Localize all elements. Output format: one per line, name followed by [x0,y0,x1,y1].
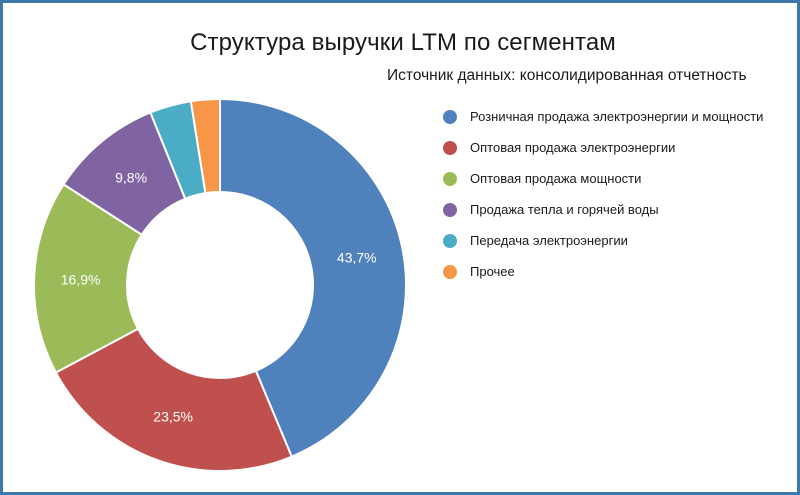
legend-label: Оптовая продажа электроэнергии [470,140,676,155]
legend-item: Продажа тепла и горячей воды [443,194,763,225]
chart-subtitle: Источник данных: консолидированная отчет… [387,67,747,84]
legend-label: Передача электроэнергии [470,233,628,248]
legend-item: Оптовая продажа электроэнергии [443,132,763,163]
legend-swatch [443,140,457,155]
legend-swatch [443,264,457,279]
donut-slice [219,97,407,458]
legend-item: Прочее [443,256,763,287]
legend-item: Оптовая продажа мощности [443,163,763,194]
legend-item: Розничная продажа электроэнергии и мощно… [443,101,763,132]
donut-chart: 43,7% 23,5% 16,9% 9,8% [33,97,407,472]
legend-swatch [443,233,457,248]
donut-slice [54,327,294,472]
legend-swatch [443,171,457,186]
legend-swatch [443,202,457,217]
legend-item: Передача электроэнергии [443,225,763,256]
legend-label: Оптовая продажа мощности [470,171,642,186]
donut-slice [33,182,144,374]
donut-slice [189,97,221,195]
chart-title: Структура выручки LTM по сегментам [190,29,616,56]
slice-data-label: 16,9% [61,271,101,287]
legend-swatch [443,109,457,124]
slice-data-label: 9,8% [115,170,147,186]
chart-legend: Розничная продажа электроэнергии и мощно… [443,101,763,287]
slice-data-label: 43,7% [337,250,377,266]
legend-label: Прочее [470,264,515,279]
legend-label: Розничная продажа электроэнергии и мощно… [470,109,764,124]
slice-data-label: 23,5% [153,408,193,424]
legend-label: Продажа тепла и горячей воды [470,202,659,217]
